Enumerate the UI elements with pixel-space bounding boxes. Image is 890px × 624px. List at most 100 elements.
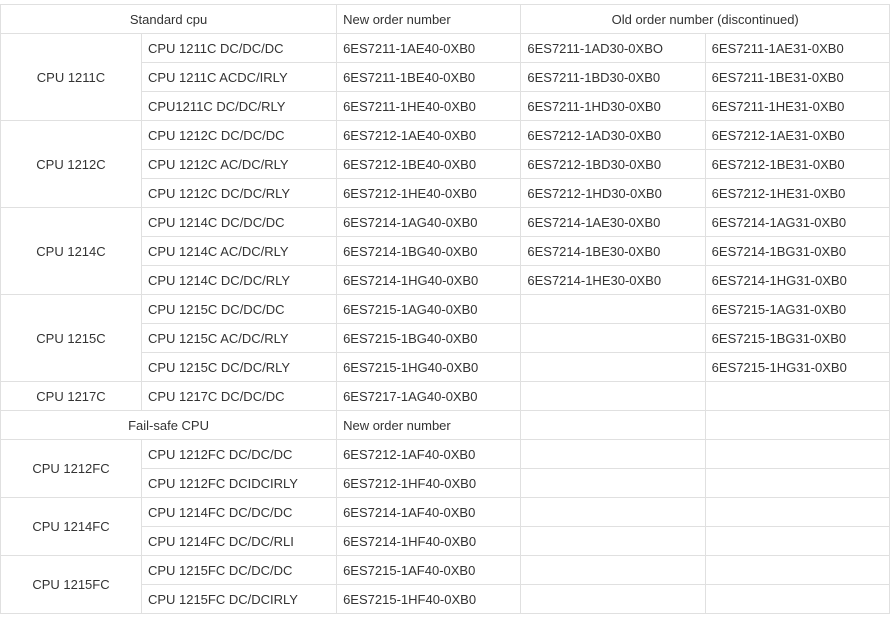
old-order-cell-1 [521, 382, 705, 411]
variant-cell: CPU 1212C AC/DC/RLY [141, 150, 336, 179]
variant-cell: CPU 1212FC DCIDCIRLY [141, 469, 336, 498]
group-label: CPU 1211C [1, 34, 142, 121]
old-order-cell-2: 6ES7215-1BG31-0XB0 [705, 324, 889, 353]
new-order-cell: 6ES7215-1BG40-0XB0 [337, 324, 521, 353]
group-label: CPU 1214C [1, 208, 142, 295]
table-header-row: Standard cpuNew order numberOld order nu… [1, 5, 890, 34]
old-order-cell-1: 6ES7211-1AD30-0XBO [521, 34, 705, 63]
new-order-cell: 6ES7214-1AG40-0XB0 [337, 208, 521, 237]
old-order-cell-2: 6ES7211-1BE31-0XB0 [705, 63, 889, 92]
new-order-cell: 6ES7217-1AG40-0XB0 [337, 382, 521, 411]
table-row: CPU 1214CCPU 1214C DC/DC/DC6ES7214-1AG40… [1, 208, 890, 237]
old-order-cell-1 [521, 527, 705, 556]
new-order-cell: 6ES7212-1AF40-0XB0 [337, 440, 521, 469]
variant-cell: CPU 1215C AC/DC/RLY [141, 324, 336, 353]
new-order-cell: 6ES7212-1AE40-0XB0 [337, 121, 521, 150]
group-label: CPU 1212C [1, 121, 142, 208]
group-label: CPU 1214FC [1, 498, 142, 556]
old-order-cell-2 [705, 440, 889, 469]
variant-cell: CPU 1211C DC/DC/DC [141, 34, 336, 63]
table-row: CPU 1215CCPU 1215C DC/DC/DC6ES7215-1AG40… [1, 295, 890, 324]
old-order-cell-1: 6ES7214-1AE30-0XB0 [521, 208, 705, 237]
new-order-cell: 6ES7211-1HE40-0XB0 [337, 92, 521, 121]
new-order-cell: 6ES7215-1AG40-0XB0 [337, 295, 521, 324]
variant-cell: CPU 1217C DC/DC/DC [141, 382, 336, 411]
variant-cell: CPU 1214FC DC/DC/DC [141, 498, 336, 527]
new-order-cell: 6ES7214-1HG40-0XB0 [337, 266, 521, 295]
old-order-cell-2: 6ES7211-1AE31-0XB0 [705, 34, 889, 63]
old-order-cell-1: 6ES7211-1BD30-0XB0 [521, 63, 705, 92]
group-label: CPU 1217C [1, 382, 142, 411]
old-order-cell-2: 6ES7212-1AE31-0XB0 [705, 121, 889, 150]
new-order-cell: 6ES7212-1HF40-0XB0 [337, 469, 521, 498]
header-old-order: Old order number (discontinued) [521, 5, 890, 34]
old-order-cell-2: 6ES7215-1HG31-0XB0 [705, 353, 889, 382]
variant-cell: CPU 1214C AC/DC/RLY [141, 237, 336, 266]
old-order-cell-2 [705, 556, 889, 585]
variant-cell: CPU1211C DC/DC/RLY [141, 92, 336, 121]
old-order-cell-2 [705, 498, 889, 527]
group-label: CPU 1212FC [1, 440, 142, 498]
table-body: Standard cpuNew order numberOld order nu… [1, 5, 890, 614]
old-order-cell-2: 6ES7211-1HE31-0XB0 [705, 92, 889, 121]
group-label: CPU 1215FC [1, 556, 142, 614]
old-order-cell-1 [521, 324, 705, 353]
old-order-cell-1: 6ES7212-1HD30-0XB0 [521, 179, 705, 208]
old-order-cell-2: 6ES7212-1HE31-0XB0 [705, 179, 889, 208]
variant-cell: CPU 1212FC DC/DC/DC [141, 440, 336, 469]
old-order-cell-1: 6ES7214-1BE30-0XB0 [521, 237, 705, 266]
table-row: CPU 1212CCPU 1212C DC/DC/DC6ES7212-1AE40… [1, 121, 890, 150]
table-header-row-failsafe: Fail-safe CPUNew order number [1, 411, 890, 440]
new-order-cell: 6ES7211-1BE40-0XB0 [337, 63, 521, 92]
old-order-cell-2 [705, 469, 889, 498]
new-order-cell: 6ES7215-1AF40-0XB0 [337, 556, 521, 585]
old-order-cell-2: 6ES7214-1HG31-0XB0 [705, 266, 889, 295]
variant-cell: CPU 1215FC DC/DC/DC [141, 556, 336, 585]
new-order-cell: 6ES7215-1HG40-0XB0 [337, 353, 521, 382]
variant-cell: CPU 1212C DC/DC/DC [141, 121, 336, 150]
old-order-cell-1: 6ES7212-1BD30-0XB0 [521, 150, 705, 179]
new-order-cell: 6ES7212-1HE40-0XB0 [337, 179, 521, 208]
old-order-cell-1 [521, 295, 705, 324]
old-order-cell-1 [521, 353, 705, 382]
old-order-cell-1: 6ES7211-1HD30-0XB0 [521, 92, 705, 121]
old-order-cell-2 [705, 382, 889, 411]
cpu-order-table-container: Standard cpuNew order numberOld order nu… [0, 0, 890, 624]
table-row: CPU 1215FCCPU 1215FC DC/DC/DC6ES7215-1AF… [1, 556, 890, 585]
empty-cell [521, 411, 705, 440]
table-row: CPU 1211CCPU 1211C DC/DC/DC6ES7211-1AE40… [1, 34, 890, 63]
old-order-cell-2: 6ES7212-1BE31-0XB0 [705, 150, 889, 179]
table-row: CPU 1214FCCPU 1214FC DC/DC/DC6ES7214-1AF… [1, 498, 890, 527]
variant-cell: CPU 1214C DC/DC/DC [141, 208, 336, 237]
variant-cell: CPU 1212C DC/DC/RLY [141, 179, 336, 208]
new-order-cell: 6ES7214-1AF40-0XB0 [337, 498, 521, 527]
old-order-cell-1 [521, 556, 705, 585]
variant-cell: CPU 1215C DC/DC/DC [141, 295, 336, 324]
new-order-cell: 6ES7211-1AE40-0XB0 [337, 34, 521, 63]
new-order-cell: 6ES7214-1HF40-0XB0 [337, 527, 521, 556]
old-order-cell-1: 6ES7214-1HE30-0XB0 [521, 266, 705, 295]
old-order-cell-1 [521, 469, 705, 498]
variant-cell: CPU 1215C DC/DC/RLY [141, 353, 336, 382]
header-standard-cpu: Standard cpu [1, 5, 337, 34]
header-new-order-2: New order number [337, 411, 521, 440]
old-order-cell-2: 6ES7214-1BG31-0XB0 [705, 237, 889, 266]
variant-cell: CPU 1211C ACDC/IRLY [141, 63, 336, 92]
table-row: CPU 1212FCCPU 1212FC DC/DC/DC6ES7212-1AF… [1, 440, 890, 469]
header-failsafe-cpu: Fail-safe CPU [1, 411, 337, 440]
old-order-cell-2: 6ES7214-1AG31-0XB0 [705, 208, 889, 237]
new-order-cell: 6ES7214-1BG40-0XB0 [337, 237, 521, 266]
table-row: CPU 1217CCPU 1217C DC/DC/DC6ES7217-1AG40… [1, 382, 890, 411]
variant-cell: CPU 1214FC DC/DC/RLI [141, 527, 336, 556]
variant-cell: CPU 1214C DC/DC/RLY [141, 266, 336, 295]
old-order-cell-2: 6ES7215-1AG31-0XB0 [705, 295, 889, 324]
group-label: CPU 1215C [1, 295, 142, 382]
old-order-cell-1: 6ES7212-1AD30-0XB0 [521, 121, 705, 150]
header-new-order: New order number [337, 5, 521, 34]
new-order-cell: 6ES7212-1BE40-0XB0 [337, 150, 521, 179]
empty-cell [705, 411, 889, 440]
old-order-cell-1 [521, 440, 705, 469]
old-order-cell-2 [705, 527, 889, 556]
cpu-order-table: Standard cpuNew order numberOld order nu… [0, 4, 890, 614]
old-order-cell-1 [521, 498, 705, 527]
